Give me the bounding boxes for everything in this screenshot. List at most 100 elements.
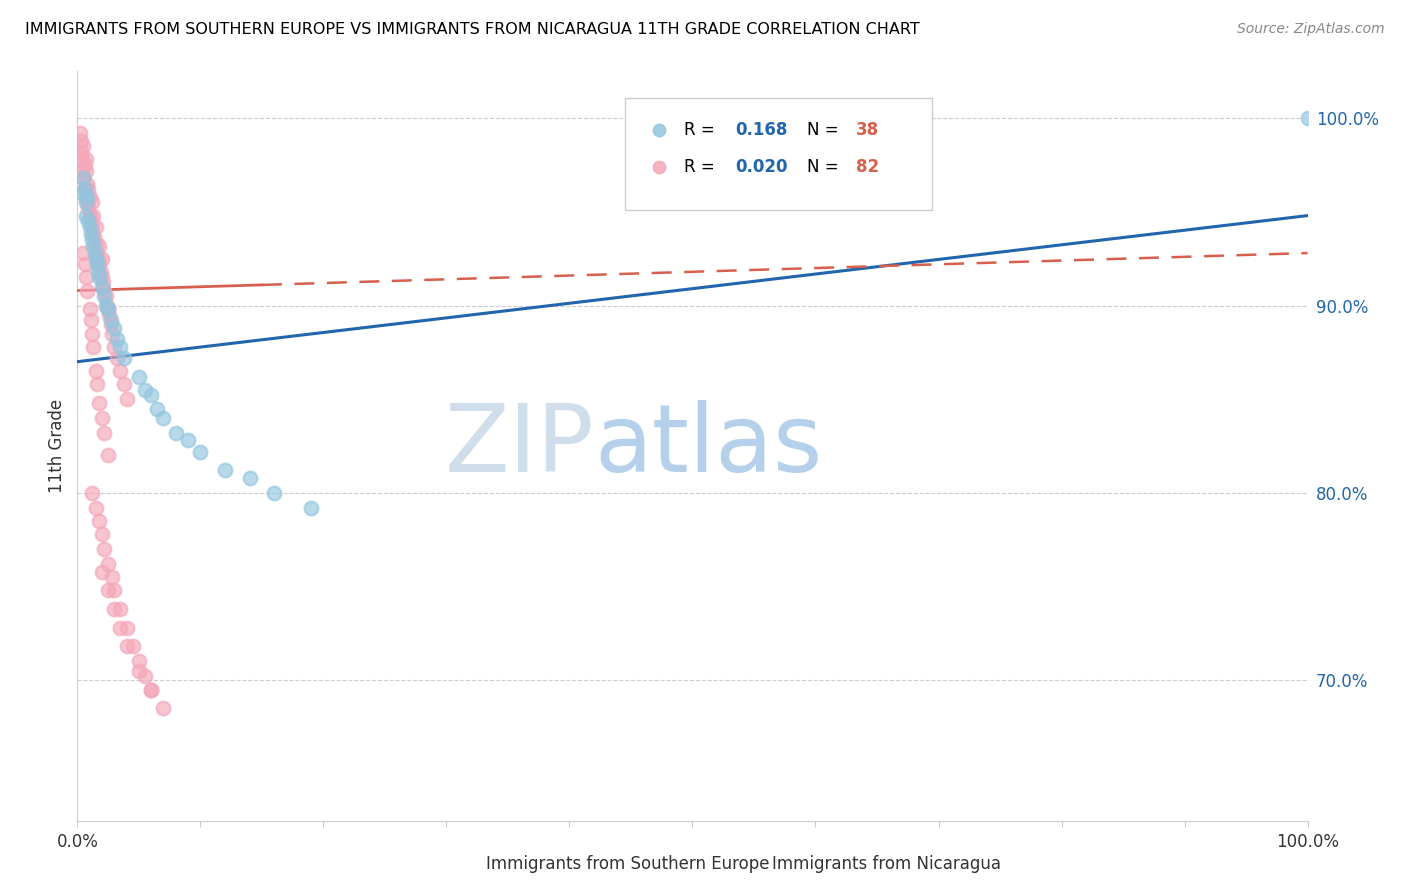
Text: R =: R =: [683, 158, 720, 177]
Point: [70, 145, 93, 159]
Point: [110, 602, 132, 616]
Point: [73, 182, 96, 196]
Point: [77, 201, 100, 215]
Point: [110, 364, 132, 378]
Point: [103, 340, 125, 354]
Point: [134, 669, 156, 683]
Point: [82, 326, 104, 341]
Point: [93, 425, 115, 440]
Point: [115, 621, 138, 635]
Point: [72, 246, 94, 260]
Point: [97, 302, 120, 317]
Point: [94, 298, 117, 313]
Point: [70, 163, 93, 178]
Point: [89, 238, 111, 252]
Point: [89, 270, 111, 285]
Point: [82, 227, 104, 242]
Point: [70, 153, 93, 167]
Point: [89, 396, 111, 410]
Point: [152, 701, 174, 715]
Text: ZIP: ZIP: [444, 400, 595, 492]
Y-axis label: 11th Grade: 11th Grade: [48, 399, 66, 493]
Point: [77, 182, 100, 196]
Text: N =: N =: [807, 158, 844, 177]
Point: [239, 471, 262, 485]
Point: [90, 265, 112, 279]
Point: [103, 321, 125, 335]
Point: [75, 190, 97, 204]
Point: [112, 377, 135, 392]
Point: [94, 289, 117, 303]
Point: [79, 209, 101, 223]
Point: [105, 332, 128, 346]
Point: [79, 190, 101, 204]
Point: [82, 195, 104, 210]
Point: [188, 444, 212, 458]
Point: [83, 233, 105, 247]
Point: [101, 326, 124, 341]
Point: [89, 257, 111, 271]
Point: [97, 449, 120, 463]
Point: [84, 238, 107, 252]
Point: [82, 340, 104, 354]
Point: [84, 252, 107, 266]
Point: [96, 298, 118, 313]
Point: [299, 500, 322, 515]
Text: N =: N =: [807, 120, 844, 139]
Point: [75, 153, 97, 167]
Point: [112, 351, 135, 365]
Point: [97, 557, 120, 571]
Point: [70, 186, 93, 201]
Point: [101, 570, 124, 584]
Point: [73, 257, 96, 271]
Point: [90, 280, 114, 294]
Point: [72, 171, 94, 186]
Point: [90, 565, 114, 579]
Point: [214, 463, 236, 477]
Text: Immigrants from Nicaragua: Immigrants from Nicaragua: [772, 855, 1001, 873]
Point: [146, 401, 169, 416]
Point: [90, 270, 114, 285]
Point: [79, 302, 101, 317]
Point: [103, 583, 125, 598]
Point: [82, 485, 104, 500]
Point: [82, 238, 104, 252]
Point: [73, 182, 96, 196]
Point: [76, 177, 98, 191]
Point: [177, 434, 200, 448]
Point: [141, 682, 163, 697]
Point: [80, 214, 103, 228]
Point: [93, 542, 115, 557]
Point: [80, 313, 103, 327]
Point: [263, 485, 285, 500]
Point: [128, 369, 150, 384]
Point: [87, 265, 110, 279]
Point: [86, 377, 108, 392]
Point: [77, 214, 100, 228]
Point: [141, 682, 163, 697]
Point: [69, 126, 91, 140]
Point: [82, 209, 104, 223]
Text: 38: 38: [856, 120, 879, 139]
Point: [100, 313, 122, 327]
Point: [152, 410, 174, 425]
Point: [70, 134, 93, 148]
Text: atlas: atlas: [595, 400, 823, 492]
Point: [84, 219, 107, 234]
Point: [80, 227, 103, 242]
Point: [72, 139, 94, 153]
Point: [165, 425, 187, 440]
Point: [72, 171, 94, 186]
Point: [84, 500, 107, 515]
Point: [97, 302, 120, 317]
Point: [73, 158, 96, 172]
Point: [90, 252, 114, 266]
Point: [82, 219, 104, 234]
Point: [128, 664, 150, 678]
Point: [115, 640, 138, 654]
Point: [98, 308, 121, 322]
Point: [103, 602, 125, 616]
Text: 0.020: 0.020: [735, 158, 787, 177]
Point: [87, 252, 110, 266]
Point: [121, 640, 143, 654]
